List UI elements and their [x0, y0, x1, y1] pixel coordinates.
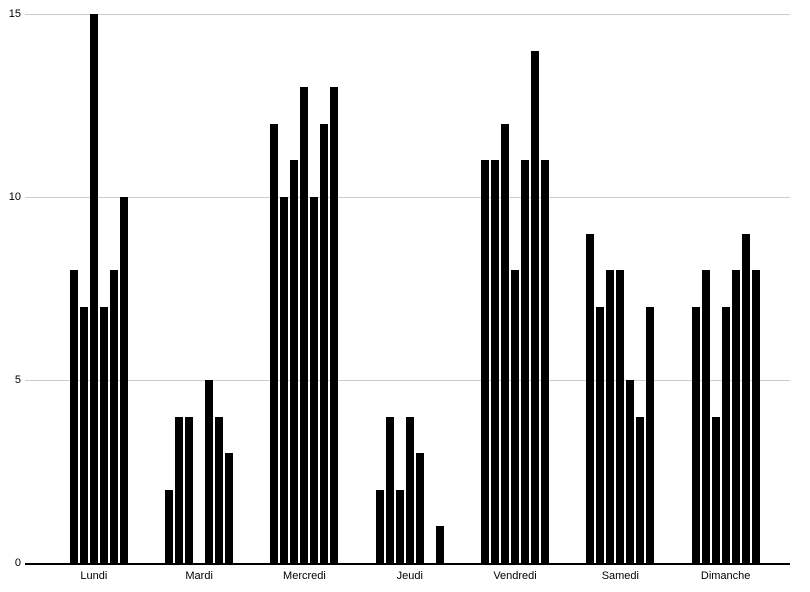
- bar: [385, 416, 394, 563]
- y-tick-label: 0: [14, 556, 21, 569]
- bar: [300, 87, 309, 563]
- bar: [109, 270, 118, 563]
- bar: [435, 526, 444, 563]
- bar: [626, 380, 635, 563]
- bar: [721, 306, 730, 563]
- bar: [691, 306, 700, 563]
- bar-group-lundi: [41, 0, 146, 563]
- bar: [69, 270, 78, 563]
- bar: [586, 233, 595, 563]
- bar: [320, 123, 329, 563]
- bar: [521, 160, 530, 563]
- bar-group-samedi: [568, 0, 673, 563]
- bar: [375, 489, 384, 563]
- bar: [415, 453, 424, 563]
- gridline: [25, 14, 790, 15]
- bar: [481, 160, 490, 563]
- bar: [711, 416, 720, 563]
- bar: [405, 416, 414, 563]
- bar: [205, 380, 214, 563]
- bar-group-mercredi: [252, 0, 357, 563]
- bar: [79, 306, 88, 563]
- gridline: [25, 380, 790, 381]
- x-category-label-mardi: Mardi: [185, 570, 213, 582]
- bar: [270, 123, 279, 563]
- bar: [511, 270, 520, 563]
- x-category-label-samedi: Samedi: [601, 570, 639, 582]
- bar-group-vendredi: [462, 0, 567, 563]
- bar: [175, 416, 184, 563]
- y-tick-label: 10: [8, 190, 21, 203]
- bar: [731, 270, 740, 563]
- bar: [491, 160, 500, 563]
- bar: [606, 270, 615, 563]
- bar: [310, 197, 319, 563]
- bar-group-jeudi: [357, 0, 462, 563]
- bar: [596, 306, 605, 563]
- x-axis-line: [25, 563, 790, 565]
- bar: [751, 270, 760, 563]
- bar: [89, 14, 98, 563]
- bar: [290, 160, 299, 563]
- bar: [646, 306, 655, 563]
- bar: [501, 123, 510, 563]
- bar: [165, 489, 174, 563]
- x-category-label-mercredi: Mercredi: [283, 570, 326, 582]
- y-tick-label: 15: [8, 7, 21, 20]
- bar: [215, 416, 224, 563]
- x-category-label-lundi: Lundi: [80, 570, 108, 582]
- bar: [701, 270, 710, 563]
- bar: [531, 50, 540, 563]
- bar: [741, 233, 750, 563]
- gridline: [25, 197, 790, 198]
- bar: [185, 416, 194, 563]
- bar: [395, 489, 404, 563]
- x-category-label-jeudi: Jeudi: [396, 570, 423, 582]
- bar: [119, 197, 128, 563]
- bar-group-dimanche: [673, 0, 778, 563]
- bar: [636, 416, 645, 563]
- bar: [541, 160, 550, 563]
- x-category-label-dimanche: Dimanche: [700, 570, 751, 582]
- bar-group-mardi: [147, 0, 252, 563]
- bar: [280, 197, 289, 563]
- bar: [330, 87, 339, 563]
- x-category-label-vendredi: Vendredi: [493, 570, 537, 582]
- bar: [616, 270, 625, 563]
- y-tick-label: 5: [14, 373, 21, 386]
- bar: [99, 306, 108, 563]
- bar: [225, 453, 234, 563]
